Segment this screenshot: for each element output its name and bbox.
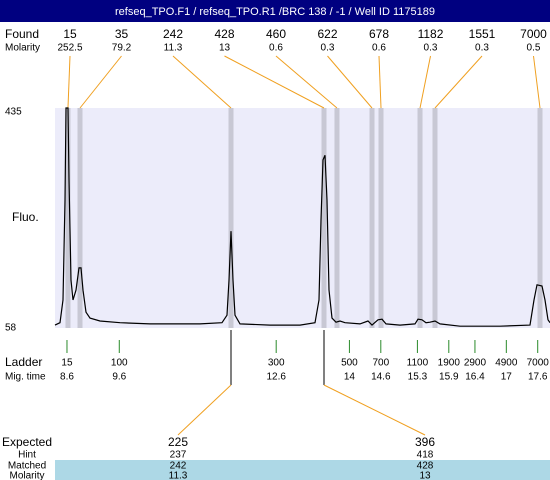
mig-time: 17 [501, 372, 513, 383]
plot-area [55, 108, 550, 328]
found-size: 1182 [418, 27, 444, 41]
found-size: 1551 [469, 27, 496, 41]
peak-connector [224, 55, 325, 109]
found-size: 35 [115, 27, 129, 41]
found-size: 242 [163, 27, 183, 41]
peak-band [334, 108, 340, 328]
mig-time: 9.6 [112, 372, 126, 383]
mig-time: 14 [344, 372, 356, 383]
mig-time: 16.4 [465, 372, 485, 383]
y-tick-label: 58 [5, 323, 17, 334]
peak-connector [172, 55, 232, 109]
trace [54, 107, 550, 327]
peak-connector [378, 55, 382, 109]
found-size: 428 [214, 27, 234, 41]
peak-band [321, 108, 327, 328]
found-molarity: 0.6 [372, 43, 386, 54]
expected-row-label: Matched [8, 461, 46, 472]
mig-time: 14.6 [371, 372, 391, 383]
peak-band [378, 108, 384, 328]
expected-row-label: Expected [2, 435, 52, 449]
peak-connector [327, 55, 373, 109]
found-size: 460 [266, 27, 286, 41]
peak-connector [67, 55, 71, 109]
molarity-label: Molarity [5, 43, 40, 54]
chart-title: refseq_TPO.F1 / refseq_TPO.R1 /BRC 138 /… [115, 6, 435, 18]
found-molarity: 13 [219, 43, 231, 54]
expected-row-label: Hint [18, 450, 36, 461]
ladder-size: 4900 [495, 358, 518, 369]
expected-hint: 237 [170, 450, 187, 461]
mig-time: 17.6 [528, 372, 548, 383]
found-molarity: 252.5 [57, 43, 82, 54]
found-size: 15 [63, 27, 77, 41]
mig-time: 15.9 [439, 372, 459, 383]
expected-expected: 225 [168, 435, 188, 449]
peak-band [228, 108, 234, 328]
ladder-size: 7000 [527, 358, 550, 369]
mig-time-label: Mig. time [5, 372, 46, 383]
expected-molarity: 13 [419, 471, 431, 480]
peak-connector [419, 55, 431, 109]
expected-molarity: 11.3 [169, 471, 188, 480]
found-size: 622 [317, 27, 337, 41]
expected-matched: 242 [170, 461, 187, 472]
found-molarity: 0.3 [321, 43, 335, 54]
found-label: Found [5, 27, 39, 41]
mig-time: 12.6 [266, 372, 286, 383]
found-molarity: 0.5 [527, 43, 541, 54]
ladder-size: 1900 [438, 358, 461, 369]
expected-matched: 428 [417, 461, 434, 472]
ladder-size: 1100 [407, 358, 429, 369]
mig-time: 8.6 [60, 372, 74, 383]
peak-band [432, 108, 438, 328]
ladder-label: Ladder [5, 355, 42, 369]
found-molarity: 79.2 [112, 43, 132, 54]
peak-band [65, 108, 71, 328]
peak-band [537, 108, 543, 328]
title-bar [0, 0, 550, 22]
matched-highlight [55, 460, 550, 480]
peak-band [417, 108, 423, 328]
found-molarity: 11.3 [164, 43, 183, 54]
expected-row-label: Molarity [9, 471, 44, 480]
ladder-size: 700 [372, 358, 389, 369]
match-connector [177, 384, 232, 436]
y-axis-label: Fluo. [12, 210, 39, 224]
ladder-size: 2900 [464, 358, 487, 369]
peak-band [369, 108, 375, 328]
found-molarity: 0.3 [424, 43, 438, 54]
ladder-size: 300 [268, 358, 285, 369]
expected-expected: 396 [415, 435, 435, 449]
peak-connector [275, 55, 338, 109]
peak-band [77, 108, 83, 328]
y-tick-label: 435 [5, 107, 22, 118]
ladder-size: 15 [61, 358, 73, 369]
match-connector [323, 384, 426, 436]
expected-hint: 418 [417, 450, 434, 461]
mig-time: 15.3 [408, 372, 428, 383]
peak-connector [79, 55, 122, 109]
ladder-size: 100 [111, 358, 128, 369]
found-molarity: 0.6 [269, 43, 283, 54]
found-size: 678 [369, 27, 389, 41]
found-size: 7000 [520, 27, 547, 41]
peak-connector [533, 55, 541, 109]
found-molarity: 0.3 [475, 43, 489, 54]
peak-connector [434, 55, 483, 109]
ladder-size: 500 [341, 358, 358, 369]
